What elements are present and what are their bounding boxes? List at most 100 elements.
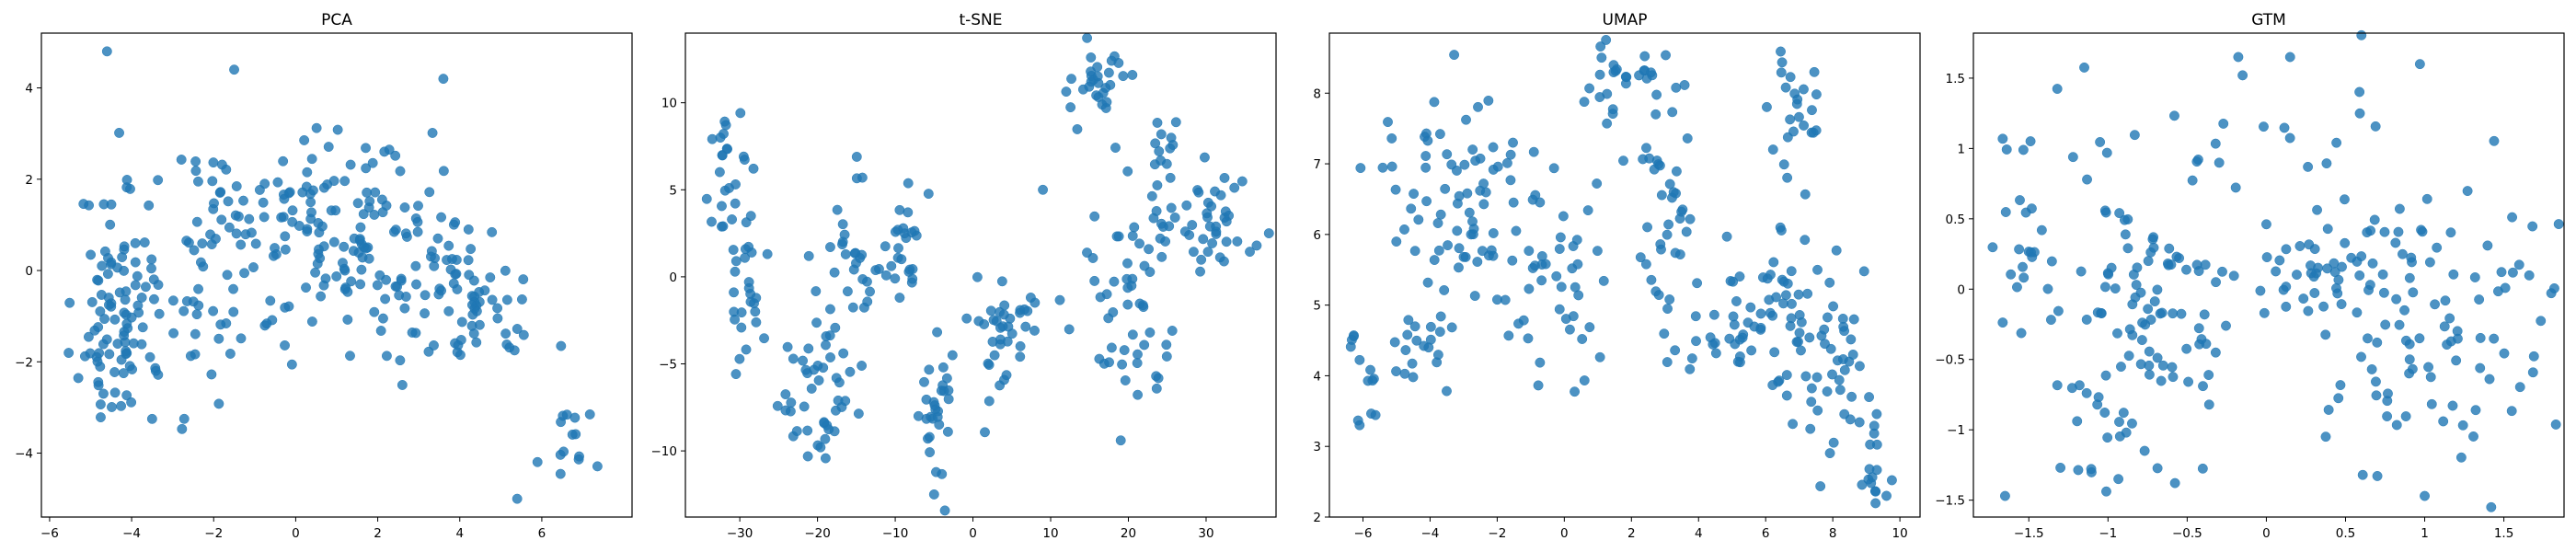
- data-point: [1019, 304, 1029, 315]
- data-point: [928, 489, 939, 500]
- data-point: [1354, 354, 1365, 365]
- data-point: [821, 339, 831, 351]
- data-point: [2099, 408, 2110, 418]
- data-point: [1811, 89, 1822, 100]
- data-point: [468, 328, 479, 339]
- data-point: [64, 297, 75, 308]
- data-point: [2203, 399, 2214, 410]
- data-point: [2513, 259, 2524, 270]
- data-point: [1386, 132, 1397, 144]
- data-point: [532, 456, 543, 467]
- data-point: [312, 259, 323, 270]
- data-point: [1156, 251, 1167, 262]
- data-point: [1109, 276, 1120, 287]
- data-point: [424, 187, 435, 198]
- data-point: [896, 254, 907, 265]
- data-point: [1103, 313, 1114, 324]
- data-point: [2101, 147, 2112, 158]
- data-point: [2527, 221, 2538, 232]
- data-point: [1646, 67, 1656, 78]
- data-point: [278, 212, 289, 223]
- data-point: [1195, 266, 1206, 277]
- data-point: [780, 389, 791, 400]
- data-point: [1765, 307, 1776, 318]
- data-point: [2424, 257, 2435, 268]
- data-point: [2082, 174, 2092, 185]
- data-point: [146, 413, 157, 424]
- data-point: [2092, 399, 2103, 410]
- data-point: [1618, 155, 1628, 167]
- data-point: [1152, 117, 1163, 128]
- y-tick-label: −0.5: [1935, 353, 1965, 368]
- data-point: [2140, 319, 2151, 330]
- data-point: [1737, 332, 1748, 343]
- data-point: [1144, 244, 1155, 255]
- y-tick-label: 7: [1313, 157, 1321, 172]
- data-point: [1029, 325, 1040, 336]
- data-point: [1196, 254, 1207, 265]
- data-point: [2528, 351, 2539, 362]
- data-point: [715, 132, 726, 143]
- data-point: [802, 425, 813, 436]
- data-point: [1513, 318, 1524, 329]
- data-point: [1251, 240, 1262, 251]
- data-point: [1999, 490, 2010, 501]
- data-point: [1453, 262, 1464, 273]
- data-point: [1065, 102, 1076, 113]
- data-point: [2474, 294, 2485, 305]
- data-point: [244, 213, 255, 224]
- data-point: [1729, 319, 1740, 330]
- data-point: [2230, 182, 2241, 193]
- data-point: [310, 267, 321, 278]
- data-point: [851, 151, 862, 162]
- data-point: [121, 175, 132, 185]
- data-point: [972, 271, 983, 282]
- data-point: [838, 348, 849, 359]
- data-point: [1653, 290, 1664, 301]
- data-point: [2129, 130, 2140, 141]
- data-point: [2366, 363, 2377, 374]
- data-point: [1127, 230, 1138, 241]
- data-point: [1846, 334, 1857, 345]
- data-point: [316, 221, 328, 232]
- data-point: [1620, 71, 1631, 82]
- data-point: [1642, 222, 1653, 233]
- data-point: [1167, 140, 1179, 150]
- data-point: [1443, 240, 1454, 251]
- data-point: [2303, 305, 2314, 316]
- data-point: [2053, 305, 2064, 316]
- data-point: [1807, 105, 1817, 116]
- data-point: [1508, 197, 1519, 208]
- x-tick-label: 30: [1198, 526, 1213, 541]
- data-point: [1734, 271, 1745, 282]
- data-point: [1662, 229, 1673, 240]
- data-point: [453, 339, 464, 351]
- data-point: [102, 269, 113, 280]
- data-point: [2124, 324, 2135, 335]
- data-point: [798, 355, 809, 366]
- data-point: [811, 286, 822, 296]
- data-point: [730, 198, 741, 209]
- data-point: [998, 309, 1009, 320]
- axes-frame: [1328, 32, 1921, 518]
- data-point: [825, 304, 835, 315]
- data-point: [1086, 52, 1097, 63]
- data-point: [2371, 390, 2382, 401]
- data-point: [332, 124, 343, 135]
- data-point: [1528, 146, 1539, 157]
- data-point: [1161, 339, 1172, 351]
- data-point: [2106, 262, 2117, 273]
- data-point: [456, 316, 467, 328]
- data-point: [1777, 57, 1788, 68]
- data-point: [2110, 283, 2121, 294]
- data-point: [2394, 203, 2405, 214]
- data-point: [2304, 239, 2315, 250]
- data-point: [1674, 213, 1685, 224]
- data-point: [1167, 326, 1178, 336]
- data-point: [736, 307, 747, 318]
- data-point: [1584, 322, 1595, 333]
- data-point: [1793, 336, 1803, 347]
- data-point: [450, 217, 461, 228]
- data-point: [2284, 52, 2295, 63]
- data-point: [121, 390, 132, 401]
